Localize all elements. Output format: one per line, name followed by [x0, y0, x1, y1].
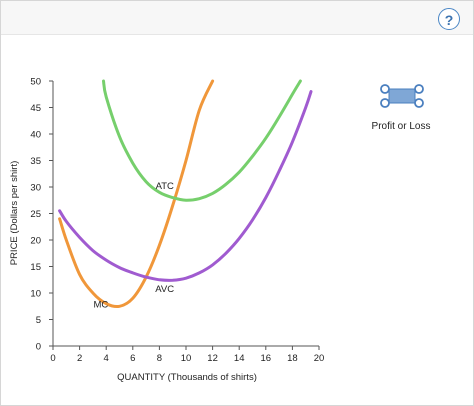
y-tick-label: 50	[30, 77, 41, 88]
curves	[58, 79, 313, 309]
curve-avc	[58, 90, 313, 282]
x-tick-label: 16	[261, 353, 272, 364]
curve-labels: MC ATC AVC	[93, 181, 174, 310]
x-tick-label: 4	[104, 353, 109, 364]
x-tick-label: 0	[50, 353, 55, 364]
x-tick-label: 18	[287, 353, 298, 364]
y-tick-label: 25	[30, 209, 41, 220]
axes: 0 2 4 6 8 10 12 14 16 18 20 0 5 10 15 20 25 30 35 40 45 50	[30, 77, 324, 365]
curve-mc	[58, 79, 215, 309]
top-bar	[1, 1, 473, 35]
y-tick-label: 35	[30, 156, 41, 167]
profit-tool-handle[interactable]	[414, 84, 424, 94]
x-tick-label: 14	[234, 353, 245, 364]
x-tick-label: 20	[314, 353, 325, 364]
curve-label-mc: MC	[93, 299, 108, 310]
profit-tool-handle[interactable]	[414, 98, 424, 108]
y-tick-label: 0	[36, 342, 41, 353]
x-axis-label: QUANTITY (Thousands of shirts)	[117, 372, 257, 383]
curve-label-avc: AVC	[155, 284, 174, 295]
y-tick-label: 30	[30, 183, 41, 194]
profit-tool-handle[interactable]	[380, 98, 390, 108]
y-tick-label: 10	[30, 289, 41, 300]
profit-tool-handle[interactable]	[380, 84, 390, 94]
y-tick-label: 15	[30, 262, 41, 273]
curve-atc	[102, 79, 302, 202]
help-button[interactable]: ?	[438, 8, 460, 30]
x-tick-label: 6	[130, 353, 135, 364]
y-tick-label: 45	[30, 103, 41, 114]
curve-label-atc: ATC	[156, 181, 174, 192]
x-tick-label: 8	[157, 353, 162, 364]
y-tick-label: 20	[30, 236, 41, 247]
profit-or-loss-label: Profit or Loss	[371, 121, 431, 132]
profit-or-loss-tool[interactable]	[380, 84, 424, 108]
y-tick-label: 40	[30, 130, 41, 141]
y-tick-label: 5	[36, 315, 41, 326]
x-tick-label: 2	[77, 353, 82, 364]
x-tick-label: 12	[207, 353, 218, 364]
profit-tool-rect[interactable]	[388, 88, 416, 104]
x-tick-label: 10	[181, 353, 192, 364]
y-axis-label: PRICE (Dollars per shirt)	[9, 161, 20, 266]
